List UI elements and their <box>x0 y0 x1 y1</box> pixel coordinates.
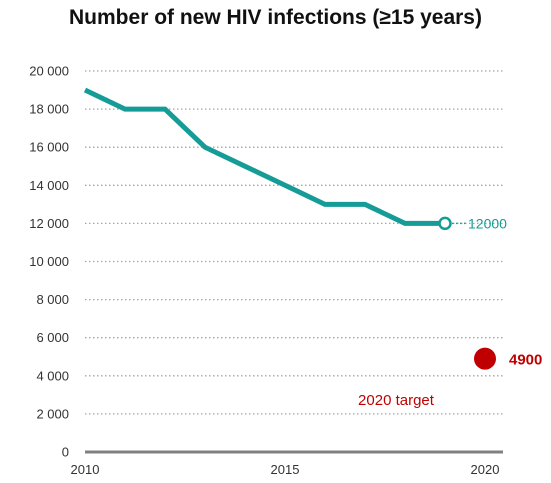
y-tick-label: 4 000 <box>36 368 69 383</box>
x-tick-label: 2010 <box>71 462 100 477</box>
y-tick-label: 8 000 <box>36 292 69 307</box>
annotations: 12000 4900 2020 target <box>358 215 542 409</box>
x-axis: 2010 2015 2020 <box>71 450 503 477</box>
series-layer <box>83 87 445 226</box>
x-tick-label: 2020 <box>471 462 500 477</box>
last-value-label: 12000 <box>468 215 507 231</box>
y-tick-label: 14 000 <box>29 178 69 193</box>
chart-title: Number of new HIV infections (≥15 years) <box>69 6 482 29</box>
grid-lines <box>85 70 503 415</box>
series-line <box>83 87 445 226</box>
last-value-marker <box>438 216 452 231</box>
y-axis: 0 2 000 4 000 6 000 8 000 10 000 12 000 14 000 1… <box>29 64 69 460</box>
target-marker <box>474 347 496 370</box>
x-tick-label: 2015 <box>271 462 300 477</box>
y-tick-label: 2 000 <box>36 406 69 421</box>
y-tick-label: 12 000 <box>29 216 69 231</box>
y-tick-label: 18 000 <box>29 102 69 117</box>
y-tick-label: 20 000 <box>29 64 69 79</box>
target-label: 2020 target <box>358 392 435 409</box>
y-tick-label: 0 <box>62 445 69 460</box>
target-value-label: 4900 <box>509 352 542 369</box>
y-tick-label: 10 000 <box>29 254 69 269</box>
y-tick-label: 16 000 <box>29 140 69 155</box>
y-tick-label: 6 000 <box>36 330 69 345</box>
